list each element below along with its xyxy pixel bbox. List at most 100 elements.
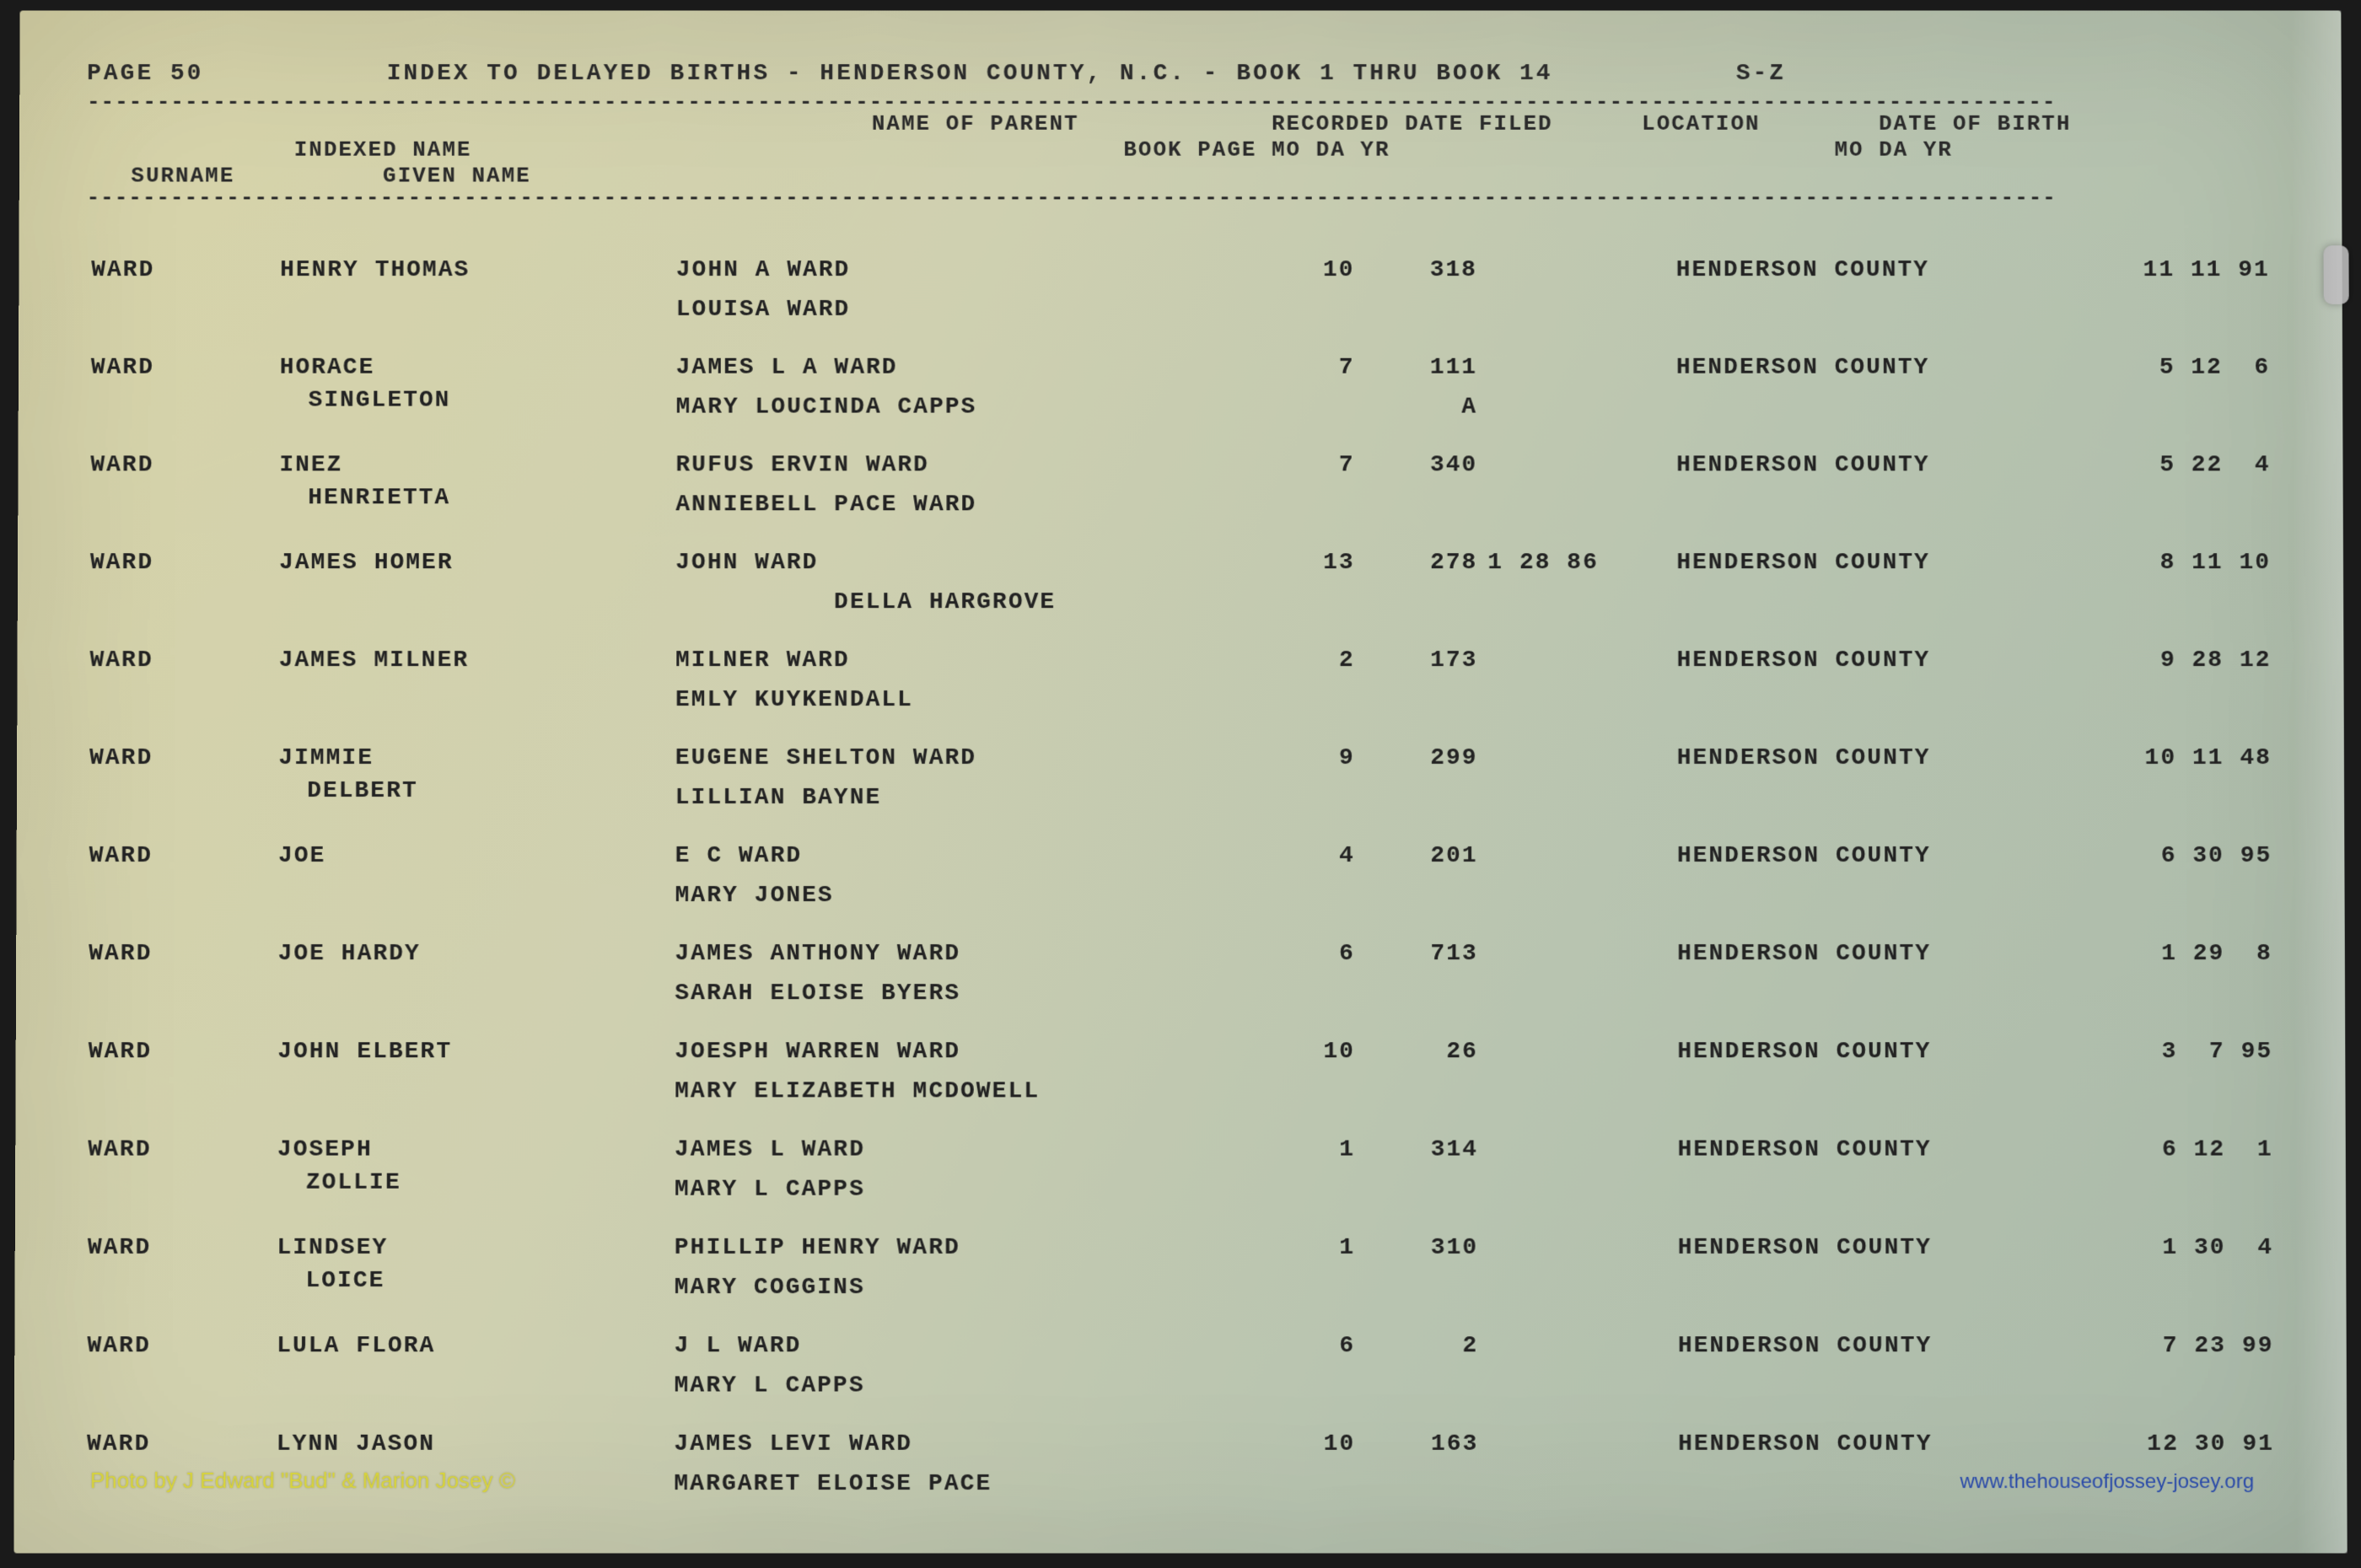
col-filed-mdY: MO DA YR bbox=[1272, 137, 1390, 163]
table-row: WARDJOSEPHJAMES L WARD1314HENDERSON COUN… bbox=[83, 1112, 2278, 1170]
col-location: LOCATION bbox=[1642, 111, 1761, 137]
table-row: WARDLYNN JASONJAMES LEVI WARD10163HENDER… bbox=[82, 1406, 2279, 1464]
cell-location: HENDERSON COUNTY bbox=[1672, 916, 2069, 974]
cell-filed bbox=[1482, 232, 1671, 290]
cell-page-suffix bbox=[1360, 290, 1482, 330]
cell-surname: WARD bbox=[86, 330, 275, 388]
cell-dob: 6 12 1 bbox=[2070, 1112, 2278, 1170]
col-dob: DATE OF BIRTH bbox=[1879, 111, 2071, 137]
cell-page-suffix bbox=[1360, 974, 1483, 1013]
cell-book: 7 bbox=[1256, 427, 1360, 486]
cell-dob: 9 28 12 bbox=[2068, 622, 2277, 680]
cell-filed: 1 28 86 bbox=[1482, 524, 1671, 583]
table-row-sub: HENRIETTAANNIEBELL PACE WARD bbox=[85, 486, 2276, 525]
cell-surname: WARD bbox=[86, 232, 275, 290]
cell-given-2: HENRIETTA bbox=[274, 486, 670, 525]
table-row-sub: EMLY KUYKENDALL bbox=[84, 680, 2276, 720]
cell-given-2 bbox=[272, 1367, 670, 1406]
cell-dob: 12 30 91 bbox=[2071, 1406, 2279, 1464]
cell-page: 340 bbox=[1360, 427, 1483, 486]
photo-credit: Photo by J Edward "Bud" & Marion Josey © bbox=[90, 1468, 515, 1494]
cell-page: 163 bbox=[1360, 1406, 1483, 1464]
cell-book: 1 bbox=[1256, 1112, 1360, 1170]
table-row-sub: MARY JONES bbox=[83, 876, 2277, 916]
cell-surname: WARD bbox=[82, 1308, 272, 1366]
cell-parent-2: LILLIAN BAYNE bbox=[670, 778, 1256, 818]
cell-surname: WARD bbox=[82, 1406, 272, 1464]
cell-surname: WARD bbox=[84, 622, 273, 680]
cell-filed bbox=[1483, 720, 1672, 778]
cell-page-suffix bbox=[1360, 486, 1483, 525]
table-row-sub: MARY L CAPPS bbox=[82, 1367, 2279, 1406]
cell-parent: MILNER WARD bbox=[670, 622, 1256, 680]
cell-location: HENDERSON COUNTY bbox=[1673, 1210, 2071, 1268]
cell-filed bbox=[1483, 1112, 1672, 1170]
cell-given-2 bbox=[272, 974, 670, 1013]
cell-location: HENDERSON COUNTY bbox=[1671, 622, 2068, 680]
cell-location: HENDERSON COUNTY bbox=[1671, 330, 2068, 388]
records-table: WARDHENRY THOMASJOHN A WARD10318HENDERSO… bbox=[82, 232, 2279, 1504]
divider-dashes-2: ----------------------------------------… bbox=[87, 190, 2275, 207]
cell-given-2: DELBERT bbox=[273, 778, 670, 818]
cell-given: JIMMIE bbox=[273, 720, 670, 778]
cell-given: JAMES HOMER bbox=[274, 524, 670, 583]
cell-book: 6 bbox=[1256, 1308, 1361, 1366]
table-row: WARDINEZRUFUS ERVIN WARD7340HENDERSON CO… bbox=[85, 427, 2275, 486]
cell-dob: 6 30 95 bbox=[2069, 818, 2278, 876]
cell-dob: 3 7 95 bbox=[2069, 1013, 2278, 1071]
col-parent: NAME OF PARENT bbox=[872, 111, 1079, 137]
cell-book: 10 bbox=[1256, 1406, 1361, 1464]
cell-filed bbox=[1482, 427, 1671, 486]
cell-page: 318 bbox=[1359, 232, 1482, 290]
cell-page: 278 bbox=[1360, 524, 1483, 583]
cell-parent: JAMES L A WARD bbox=[671, 330, 1256, 388]
index-title: INDEX TO DELAYED BIRTHS - HENDERSON COUN… bbox=[387, 61, 1553, 87]
cell-surname: WARD bbox=[85, 524, 274, 583]
col-book: BOOK bbox=[1123, 137, 1182, 163]
table-row: WARDJIMMIEEUGENE SHELTON WARD9299HENDERS… bbox=[84, 720, 2277, 778]
cell-dob: 10 11 48 bbox=[2068, 720, 2277, 778]
cell-dob: 5 22 4 bbox=[2068, 427, 2276, 486]
cell-given-2: SINGLETON bbox=[274, 388, 670, 427]
table-row: WARDJOHN ELBERTJOESPH WARREN WARD1026HEN… bbox=[83, 1013, 2278, 1071]
cell-given-2 bbox=[275, 290, 671, 330]
cell-location: HENDERSON COUNTY bbox=[1671, 232, 2068, 290]
table-row: WARDJAMES MILNERMILNER WARD2173HENDERSON… bbox=[84, 622, 2276, 680]
cell-page: 713 bbox=[1360, 916, 1483, 974]
cell-location: HENDERSON COUNTY bbox=[1672, 1013, 2069, 1071]
cell-page-suffix bbox=[1360, 1071, 1483, 1111]
cell-dob: 5 12 6 bbox=[2068, 330, 2275, 388]
col-dob-mdY: MO DA YR bbox=[1834, 137, 1953, 163]
cell-filed bbox=[1483, 1308, 1673, 1366]
page-number: PAGE 50 bbox=[87, 61, 203, 87]
cell-surname: WARD bbox=[83, 1013, 273, 1071]
cell-parent: JOHN WARD bbox=[670, 524, 1256, 583]
document-page: PAGE 50 INDEX TO DELAYED BIRTHS - HENDER… bbox=[13, 10, 2347, 1553]
cell-filed bbox=[1482, 330, 1671, 388]
table-row-sub: DELLA HARGROVE bbox=[85, 583, 2277, 622]
cell-book: 9 bbox=[1256, 720, 1360, 778]
cell-parent: E C WARD bbox=[670, 818, 1256, 876]
cell-parent-2: ANNIEBELL PACE WARD bbox=[670, 486, 1256, 525]
cell-surname: WARD bbox=[83, 916, 272, 974]
table-row-sub: SARAH ELOISE BYERS bbox=[83, 974, 2278, 1013]
cell-given: JOE bbox=[273, 818, 670, 876]
cell-given: HORACE bbox=[275, 330, 671, 388]
cell-surname: WARD bbox=[83, 1112, 272, 1170]
column-headers: NAME OF PARENT RECORDED DATE FILED LOCAT… bbox=[87, 111, 2274, 137]
cell-given: JOSEPH bbox=[272, 1112, 670, 1170]
col-date-filed: DATE FILED bbox=[1405, 111, 1553, 137]
cell-given-2 bbox=[272, 1071, 670, 1111]
cell-parent: JOHN A WARD bbox=[671, 232, 1256, 290]
cell-location: HENDERSON COUNTY bbox=[1671, 524, 2068, 583]
cell-parent-2: SARAH ELOISE BYERS bbox=[670, 974, 1256, 1013]
cell-parent-2: LOUISA WARD bbox=[671, 290, 1256, 330]
cell-filed bbox=[1483, 1210, 1673, 1268]
cell-page: 2 bbox=[1360, 1308, 1483, 1366]
alpha-range: S-Z bbox=[1736, 61, 1786, 87]
table-row-sub: LOUISA WARD bbox=[86, 290, 2275, 330]
cell-book: 6 bbox=[1256, 916, 1360, 974]
cell-parent-2: MARY ELIZABETH MCDOWELL bbox=[670, 1071, 1256, 1111]
cell-parent-2: MARY COGGINS bbox=[670, 1268, 1256, 1308]
cell-dob: 1 29 8 bbox=[2069, 916, 2278, 974]
